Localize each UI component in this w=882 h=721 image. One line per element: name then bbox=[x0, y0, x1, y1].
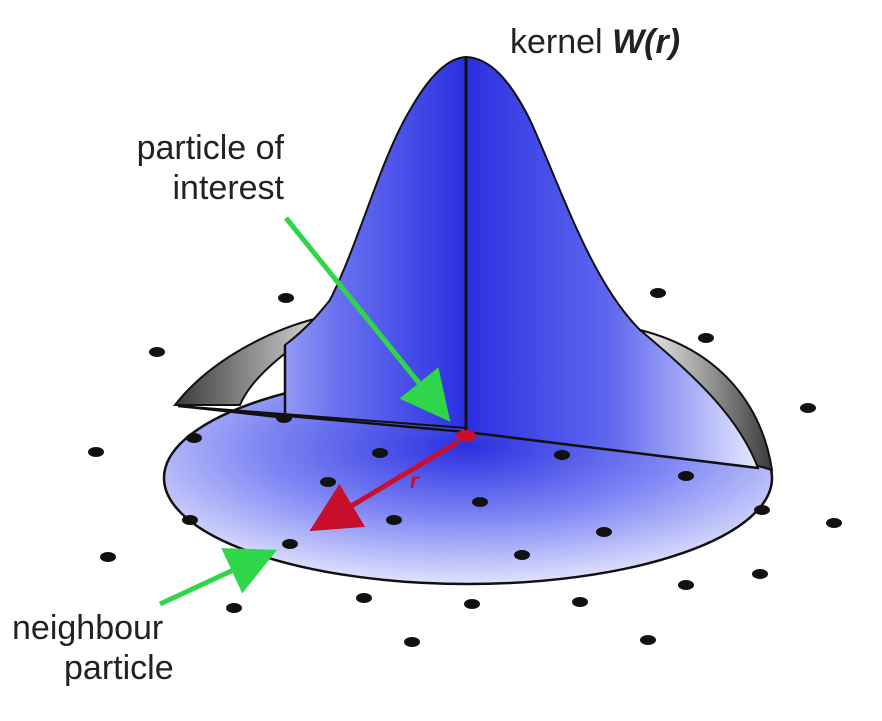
kernel-symbol: W bbox=[612, 23, 645, 61]
particle-dot bbox=[88, 447, 104, 457]
particle-dot bbox=[752, 569, 768, 579]
particle-dot bbox=[278, 293, 294, 303]
particle-dot bbox=[514, 550, 530, 560]
particle-of-interest-line-1: particle of bbox=[136, 129, 284, 167]
particle-dot bbox=[282, 539, 298, 549]
particle-dot bbox=[754, 505, 770, 515]
particle-dot bbox=[149, 347, 165, 357]
particle-dot bbox=[226, 603, 242, 613]
particle-of-interest-dot bbox=[456, 430, 476, 442]
particle-dot bbox=[182, 515, 198, 525]
particle-dot bbox=[800, 403, 816, 413]
particle-dot bbox=[186, 433, 202, 443]
particle-of-interest-label: particle of interest bbox=[137, 128, 284, 208]
particle-of-interest-arrow bbox=[284, 216, 451, 422]
particle-dot bbox=[554, 450, 570, 460]
particle-of-interest-line-2: interest bbox=[172, 169, 285, 207]
kernel-arg: r bbox=[655, 23, 669, 61]
particle-dot bbox=[404, 637, 420, 647]
particle-dot bbox=[640, 635, 656, 645]
neighbour-particle-label: neighbour particle bbox=[12, 608, 174, 688]
neighbour-particle-line-2: particle bbox=[64, 649, 174, 687]
neighbour-particle-arrow bbox=[158, 548, 278, 607]
particle-dot bbox=[678, 471, 694, 481]
particle-dot bbox=[596, 527, 612, 537]
kernel-title-prefix: kernel bbox=[510, 23, 613, 61]
particle-dot bbox=[356, 593, 372, 603]
kernel-right-face bbox=[465, 55, 760, 470]
radius-arrow bbox=[309, 439, 460, 532]
kernel-left-face bbox=[177, 55, 467, 430]
particle-dot bbox=[472, 497, 488, 507]
particle-dot bbox=[276, 413, 292, 423]
kernel-left-baseline bbox=[177, 404, 467, 434]
particle-dot bbox=[826, 518, 842, 528]
kernel-right-baseline bbox=[465, 430, 759, 470]
particle-dot bbox=[678, 580, 694, 590]
particle-dot bbox=[100, 552, 116, 562]
particle-dot bbox=[372, 448, 388, 458]
kernel-open-paren: ( bbox=[644, 23, 656, 61]
neighbour-particle-line-1: neighbour bbox=[12, 609, 164, 647]
particle-dot bbox=[572, 597, 588, 607]
particle-dot bbox=[386, 515, 402, 525]
particle-dot bbox=[464, 599, 480, 609]
kernel-close-paren: ) bbox=[668, 23, 681, 61]
particle-dot bbox=[320, 477, 336, 487]
particle-dots bbox=[88, 288, 842, 647]
particle-dot bbox=[698, 333, 714, 343]
radius-label: r bbox=[410, 468, 419, 493]
particle-dot bbox=[650, 288, 666, 298]
kernel-title: kernel W(r) bbox=[510, 22, 680, 62]
